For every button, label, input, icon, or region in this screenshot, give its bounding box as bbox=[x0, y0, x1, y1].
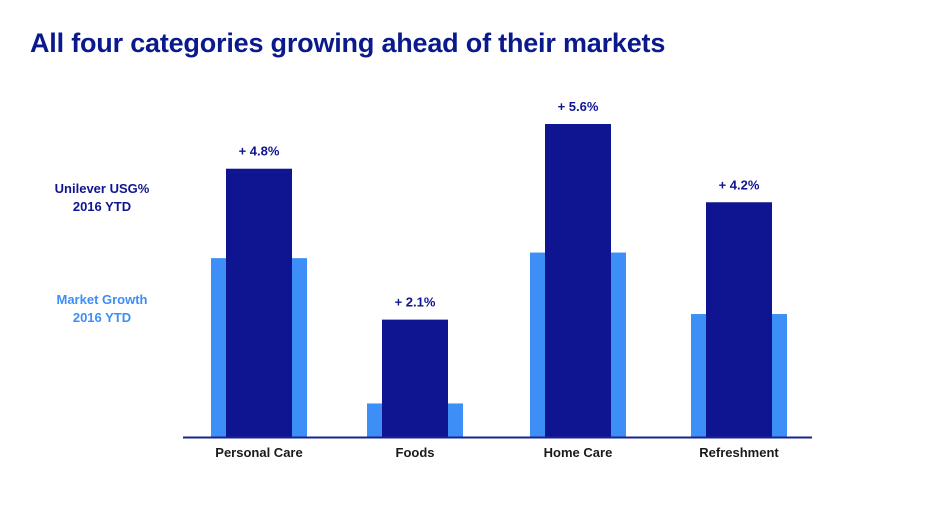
bar-usg-foods bbox=[382, 319, 448, 437]
data-label-foods: + 2.1% bbox=[395, 295, 436, 310]
category-label-foods: Foods bbox=[396, 445, 435, 460]
category-labels: Personal Care Foods Home Care Refreshment bbox=[215, 445, 779, 460]
data-label-refreshment: + 4.2% bbox=[719, 177, 760, 192]
bar-usg-refreshment bbox=[706, 202, 772, 437]
category-label-refreshment: Refreshment bbox=[699, 445, 779, 460]
legend-market-line2: 2016 YTD bbox=[72, 310, 132, 325]
category-label-home-care: Home Care bbox=[544, 445, 613, 460]
bar-usg-home-care bbox=[545, 124, 611, 437]
market-growth-series bbox=[211, 252, 787, 437]
category-label-personal-care: Personal Care bbox=[215, 445, 302, 460]
chart-title: All four categories growing ahead of the… bbox=[30, 28, 666, 58]
legend-usg: Unilever USG% 2016 YTD bbox=[27, 180, 177, 216]
data-labels: + 4.8% + 2.1% + 5.6% + 4.2% bbox=[239, 99, 760, 310]
legend-market: Market Growth 2016 YTD bbox=[27, 291, 177, 327]
data-label-home-care: + 5.6% bbox=[558, 99, 599, 114]
legend-usg-line1: Unilever USG% bbox=[54, 181, 150, 196]
legend-usg-line2: 2016 YTD bbox=[72, 199, 132, 214]
legend-market-line1: Market Growth bbox=[56, 292, 148, 307]
bar-usg-personal-care bbox=[226, 168, 292, 437]
usg-series bbox=[226, 124, 772, 437]
data-label-personal-care: + 4.8% bbox=[239, 144, 280, 159]
